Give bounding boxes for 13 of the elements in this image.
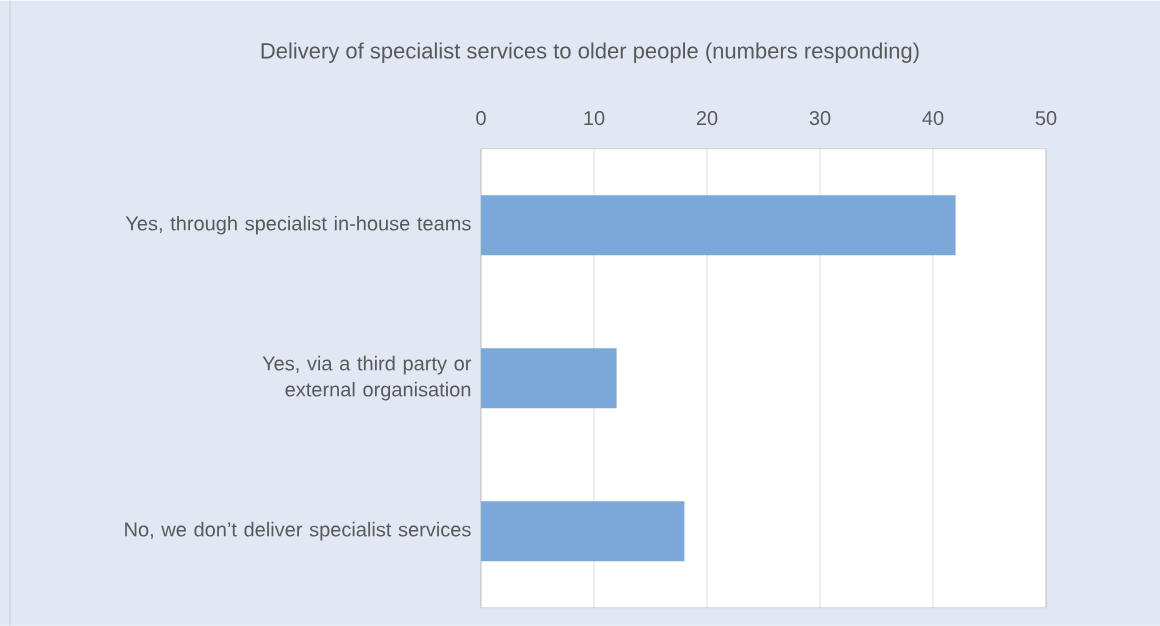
y-tick-label: Yes, through specialist in-house teams	[125, 215, 471, 235]
chart-title: Delivery of specialist services to older people (numbers responding)	[261, 42, 919, 63]
bar	[481, 501, 685, 562]
bar	[481, 348, 617, 409]
x-tick-label: 10	[584, 111, 605, 126]
y-tick-label: No, we don’t deliver specialist services	[125, 521, 471, 541]
x-tick-label: 30	[809, 111, 831, 126]
x-tick-label: 0	[476, 111, 486, 126]
bar	[481, 195, 956, 256]
x-tick-label: 50	[1035, 111, 1057, 126]
x-tick-label: 20	[696, 111, 718, 126]
y-tick-label: Yes, via a third party or external organisation	[262, 355, 472, 401]
x-tick-label: 40	[922, 111, 944, 126]
